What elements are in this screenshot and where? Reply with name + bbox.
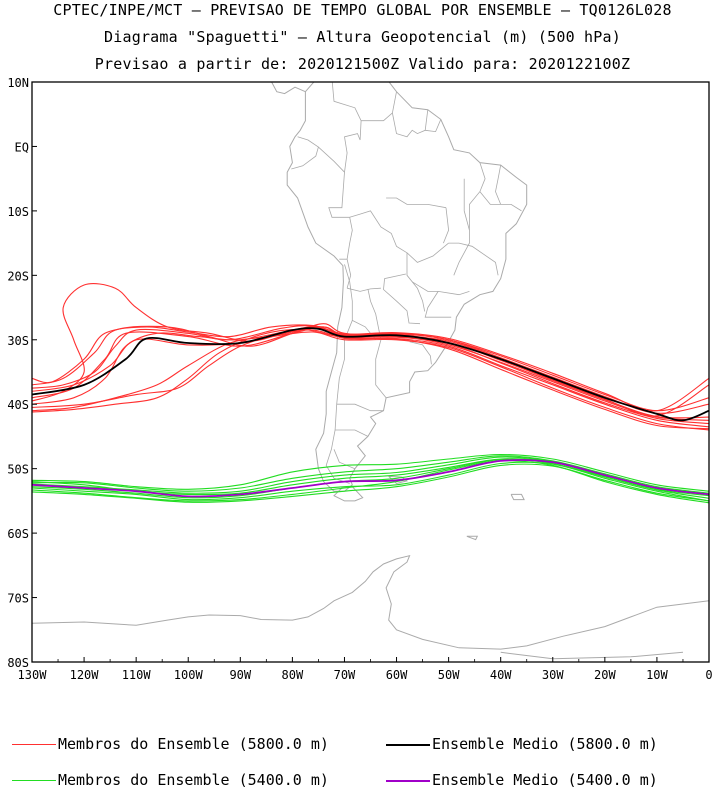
legend-swatch-mean-5800 <box>386 744 430 746</box>
ensemble-member-line <box>32 463 709 503</box>
ensemble-member-line <box>32 325 709 428</box>
ensemble-member-line <box>32 458 709 499</box>
country-border <box>346 217 353 260</box>
country-border <box>367 288 387 399</box>
country-border <box>335 429 369 437</box>
lon-tick-label: 60W <box>386 668 408 682</box>
south-georgia <box>510 493 525 501</box>
country-border <box>411 281 470 296</box>
country-border <box>336 403 384 412</box>
south-america-outline <box>286 82 528 492</box>
lon-tick-label: 0 <box>705 668 712 682</box>
country-border <box>318 146 350 218</box>
ensemble-member-line <box>32 455 709 494</box>
country-border <box>409 341 432 365</box>
lat-tick-label: 40S <box>7 398 29 412</box>
lon-tick-label: 50W <box>438 668 460 682</box>
lon-tick-label: 70W <box>334 668 356 682</box>
lon-tick-label: 80W <box>282 668 304 682</box>
ensemble-member-line <box>32 325 709 414</box>
lat-tick-label: 20S <box>7 269 29 283</box>
ensemble-member-line <box>32 327 709 421</box>
ensemble-members-layer <box>32 283 709 504</box>
legend-swatch-members-5800 <box>12 744 56 745</box>
country-border <box>383 273 421 325</box>
country-border <box>392 109 429 138</box>
country-border <box>291 136 319 170</box>
south-orkney <box>466 535 479 541</box>
country-border <box>448 242 499 276</box>
antarctica-coast <box>32 554 709 650</box>
lon-tick-label: 130W <box>18 668 48 682</box>
legend-swatch-members-5400 <box>12 780 56 781</box>
ensemble-mean-layer <box>32 327 709 498</box>
legend-mean-5400: Ensemble Medio (5400.0 m) <box>432 771 658 789</box>
ensemble-member-line <box>32 331 709 431</box>
ensemble-member-line <box>32 323 709 417</box>
ensemble-member-line <box>32 324 709 412</box>
lon-tick-label: 20W <box>594 668 616 682</box>
ensemble-member-line <box>32 461 709 502</box>
lat-tick-label: EQ <box>15 140 29 154</box>
antarctic-ice-shelf <box>500 651 684 660</box>
title-line-1: CPTEC/INPE/MCT — PREVISAO DE TEMPO GLOBA… <box>53 1 672 19</box>
country-border <box>443 207 450 244</box>
country-border <box>424 291 452 318</box>
country-border <box>349 210 426 312</box>
country-border <box>331 82 362 173</box>
title-line-2: Diagrama "Spaguetti" — Altura Geopotenci… <box>104 28 621 46</box>
lon-tick-label: 100W <box>174 668 204 682</box>
lon-tick-label: 40W <box>490 668 512 682</box>
lon-tick-label: 90W <box>229 668 251 682</box>
lat-tick-label: 30S <box>7 334 29 348</box>
title-line-3: Previsao a partir de: 2020121500Z Valido… <box>94 55 631 73</box>
country-border <box>386 197 447 209</box>
ensemble-mean-line <box>32 327 709 422</box>
central-america <box>270 82 306 95</box>
lat-tick-label: 70S <box>7 592 29 606</box>
lat-tick-label: 60S <box>7 527 29 541</box>
ensemble-member-line <box>32 460 709 504</box>
coastline-layer <box>32 82 709 660</box>
lon-tick-label: 110W <box>122 668 152 682</box>
ensemble-member-line <box>32 328 709 430</box>
ensemble-member-line <box>32 453 709 492</box>
country-border <box>361 91 397 122</box>
legend-members-5800: Membros do Ensemble (5800.0 m) <box>58 735 329 753</box>
country-border <box>333 449 356 470</box>
country-border <box>453 178 470 276</box>
lat-tick-label: 50S <box>7 463 29 477</box>
plot-frame <box>31 81 710 663</box>
country-border <box>479 191 522 212</box>
legend-members-5400: Membros do Ensemble (5400.0 m) <box>58 771 329 789</box>
ensemble-member-line <box>32 326 709 412</box>
country-border <box>406 242 449 263</box>
country-border <box>425 119 442 133</box>
lon-tick-label: 10W <box>646 668 668 682</box>
lat-tick-label: 10N <box>7 76 29 90</box>
country-border <box>495 165 502 205</box>
legend-mean-5800: Ensemble Medio (5800.0 m) <box>432 735 658 753</box>
lat-tick-label: 80S <box>7 656 29 670</box>
country-border <box>325 264 353 484</box>
country-border <box>347 287 381 292</box>
country-border <box>339 258 352 289</box>
lat-tick-label: 10S <box>7 205 29 219</box>
lon-tick-label: 30W <box>542 668 564 682</box>
country-border <box>469 162 486 231</box>
ensemble-mean-line <box>32 459 709 498</box>
lon-tick-label: 120W <box>70 668 100 682</box>
legend-swatch-mean-5400 <box>386 780 430 782</box>
ensemble-member-line <box>32 329 709 425</box>
